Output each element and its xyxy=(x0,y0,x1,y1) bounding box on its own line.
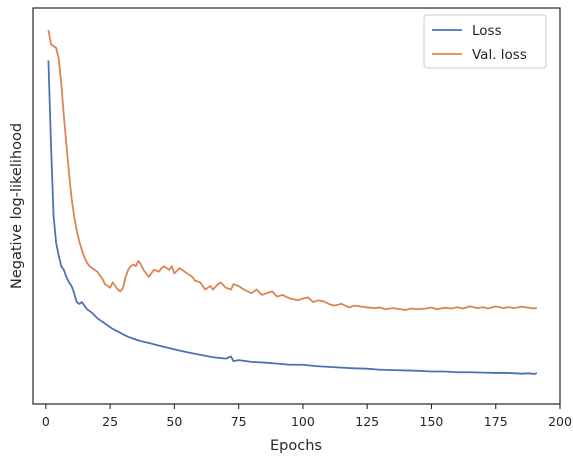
x-axis-label: Epochs xyxy=(270,438,322,454)
plot-area xyxy=(32,7,561,405)
legend: Loss Val. loss xyxy=(423,14,547,69)
series-lines xyxy=(47,29,538,375)
series-line-val-loss xyxy=(47,29,538,311)
legend-label-loss: Loss xyxy=(472,23,502,39)
y-axis-label: Negative log-likelihood xyxy=(9,123,25,289)
x-tick-label-175: 175 xyxy=(484,414,508,429)
series-line-loss xyxy=(47,60,538,375)
legend-label-val-loss: Val. loss xyxy=(472,47,527,63)
x-tick-label-150: 150 xyxy=(420,414,444,429)
x-tick-label-125: 125 xyxy=(355,414,379,429)
x-tick-label-25: 25 xyxy=(102,414,118,429)
x-tick-label-100: 100 xyxy=(291,414,315,429)
x-tick-label-200: 200 xyxy=(548,414,572,429)
x-axis-ticks: 0 25 50 75 100 125 150 175 200 xyxy=(42,404,572,429)
x-tick-label-50: 50 xyxy=(166,414,182,429)
x-tick-label-75: 75 xyxy=(231,414,247,429)
x-tick-label-0: 0 xyxy=(42,414,50,429)
